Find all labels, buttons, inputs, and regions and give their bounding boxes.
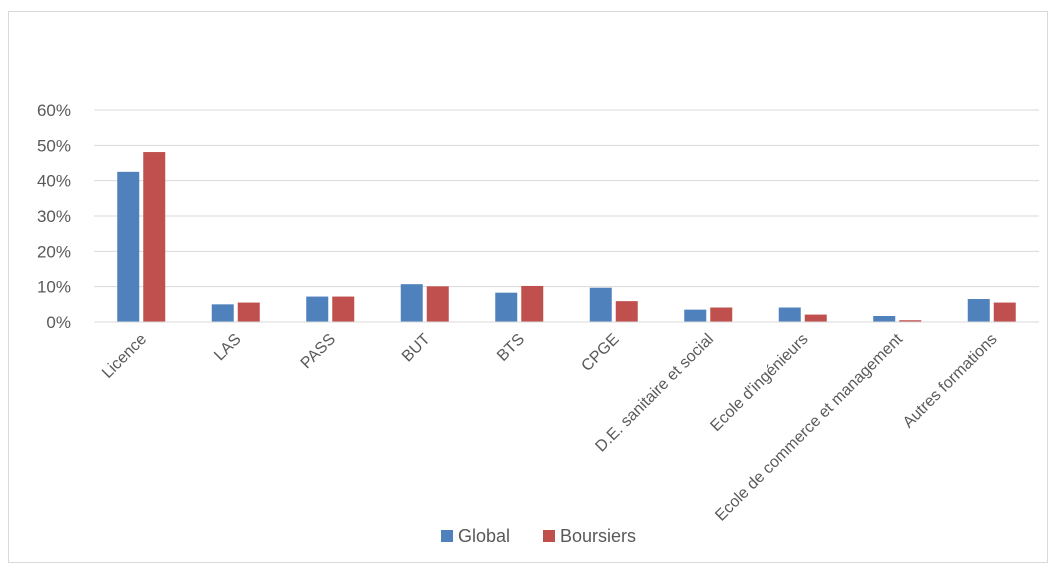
y-tick-label: 50% <box>37 136 71 155</box>
bar-boursiers-3 <box>426 286 449 322</box>
legend: Global Boursiers <box>441 526 636 546</box>
x-tick-label: BTS <box>494 331 528 365</box>
x-tick-label: Ecole d'ingénieurs <box>707 331 811 435</box>
y-tick-label: 60% <box>37 101 71 120</box>
bar-boursiers-9 <box>993 302 1016 322</box>
bar-boursiers-2 <box>332 296 355 322</box>
gridlines <box>94 109 1039 288</box>
bar-global-5 <box>589 287 612 322</box>
x-tick-label: Ecole de commerce et management <box>712 330 906 524</box>
y-tick-label: 30% <box>37 207 71 226</box>
bar-global-3 <box>400 284 423 322</box>
x-tick-label: CPGE <box>578 331 622 375</box>
x-tick-label: LAS <box>211 331 244 364</box>
bar-global-1 <box>211 304 234 322</box>
bar-boursiers-1 <box>237 302 260 322</box>
bar-boursiers-4 <box>521 285 544 322</box>
legend-label-boursiers: Boursiers <box>560 526 636 546</box>
legend-label-global: Global <box>458 526 510 546</box>
y-axis-tick-labels: 0% 10% 20% 30% 40% 50% 60% <box>37 101 71 332</box>
y-tick-label: 20% <box>37 242 71 261</box>
bar-boursiers-6 <box>710 307 733 322</box>
x-tick-label: PASS <box>298 331 339 372</box>
bar-chart: 0% 10% 20% 30% 40% 50% 60% Licence LAS PASS BUT BT… <box>37 101 1039 546</box>
bar-global-6 <box>684 309 707 322</box>
bar-boursiers-8 <box>899 320 922 322</box>
bar-global-2 <box>306 296 329 322</box>
bars <box>117 152 1016 322</box>
bar-global-8 <box>873 315 896 322</box>
x-tick-label: BUT <box>399 331 434 366</box>
legend-swatch-boursiers <box>543 530 555 542</box>
x-tick-label: Licence <box>99 331 150 382</box>
bar-boursiers-0 <box>143 152 166 322</box>
chart-area: 0% 10% 20% 30% 40% 50% 60% Licence LAS PASS BUT BT… <box>8 11 1048 563</box>
y-tick-label: 0% <box>46 313 71 332</box>
bar-global-4 <box>495 292 518 322</box>
bar-boursiers-5 <box>615 301 638 322</box>
bar-boursiers-7 <box>804 314 827 322</box>
legend-swatch-global <box>441 530 453 542</box>
bar-global-0 <box>117 171 140 322</box>
x-tick-label: Autres formations <box>900 331 1001 432</box>
bar-global-9 <box>967 299 990 322</box>
bar-global-7 <box>778 307 801 322</box>
y-tick-label: 10% <box>37 278 71 297</box>
y-tick-label: 40% <box>37 172 71 191</box>
